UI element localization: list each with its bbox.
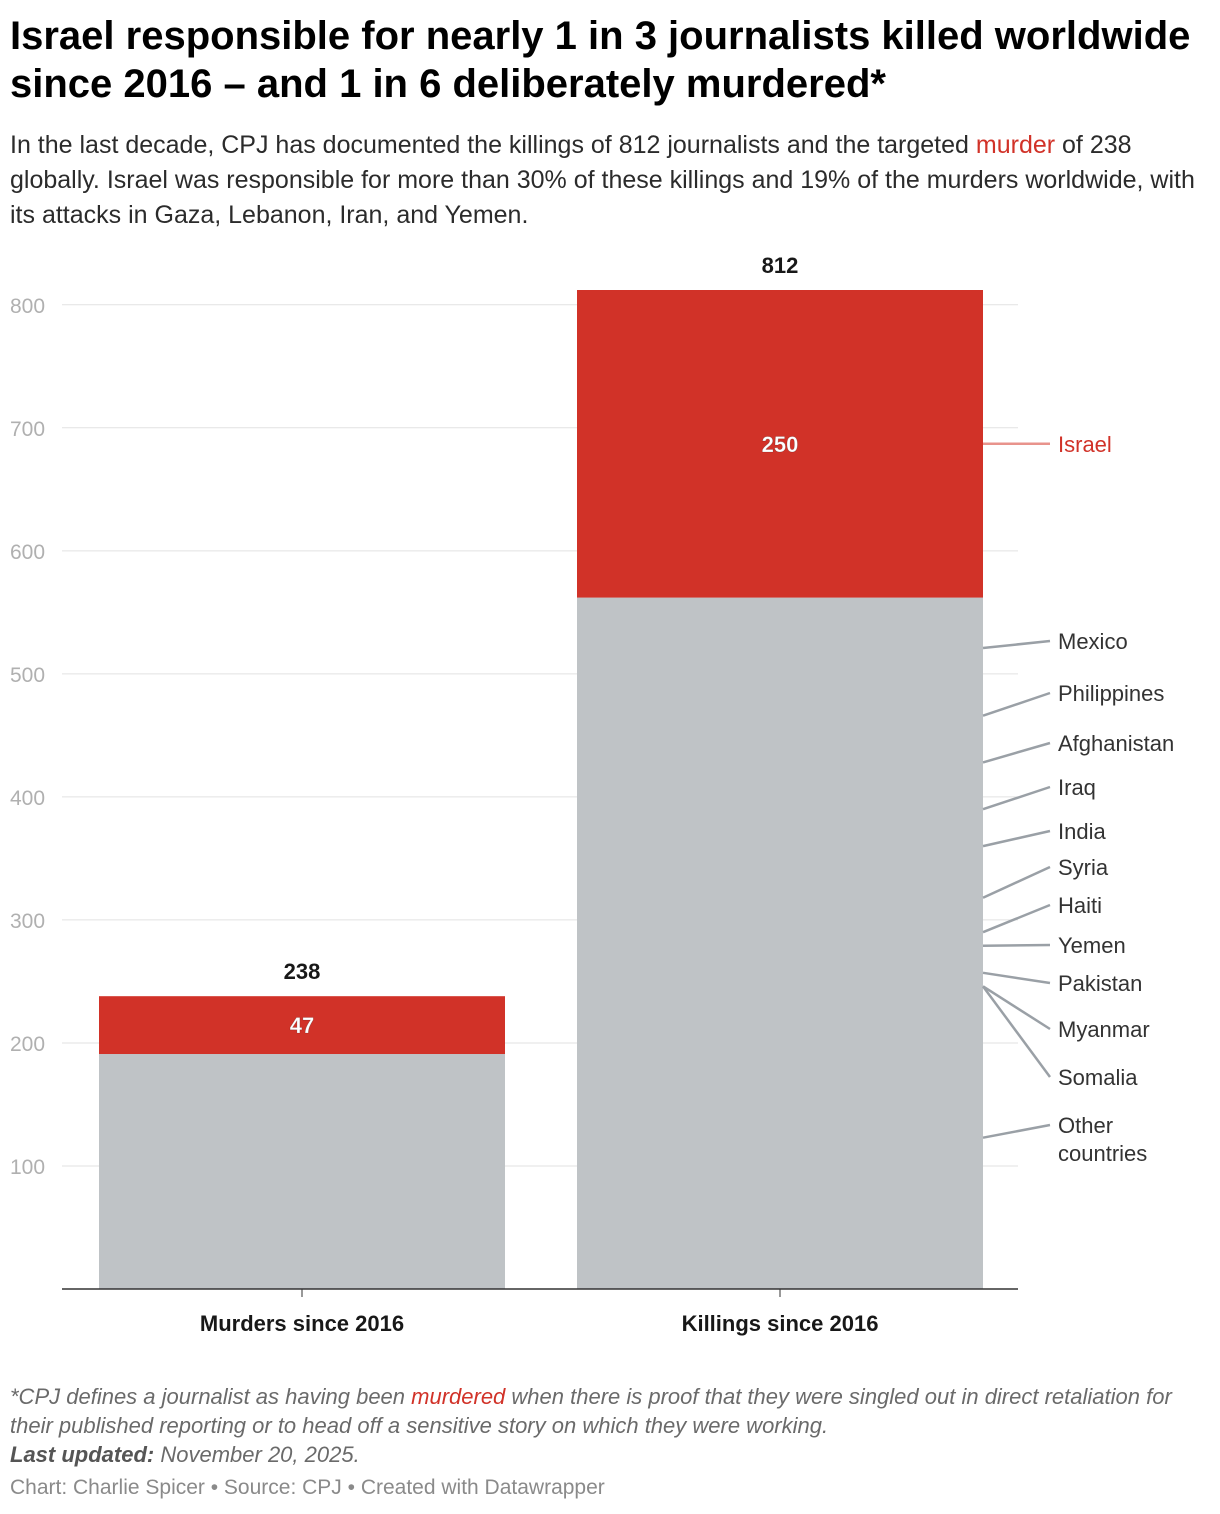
- leader-line: [982, 903, 1051, 934]
- footnote-text-2: when there is proof that they were singl…: [10, 1384, 1172, 1438]
- last-updated-value: November 20, 2025.: [154, 1442, 360, 1467]
- bars: [99, 290, 983, 1289]
- leader-line: [982, 741, 1051, 764]
- leader-line: [982, 639, 1051, 650]
- y-tick-label: 200: [10, 1033, 45, 1056]
- country-label: Other countries: [1058, 1113, 1147, 1166]
- leader-line: [982, 985, 1051, 1031]
- y-tick-label: 800: [10, 295, 45, 318]
- annotation-label-israel: Israel: [1058, 432, 1112, 457]
- subtitle-text-2: of 238 globally. Israel was responsible …: [10, 131, 1195, 229]
- x-category-label: Killings since 2016: [682, 1311, 879, 1336]
- bar-other-1: [577, 597, 983, 1289]
- country-label: India: [1058, 819, 1106, 844]
- country-label: Afghanistan: [1058, 731, 1174, 756]
- y-tick-label: 700: [10, 418, 45, 441]
- chart-subtitle: In the last decade, CPJ has documented t…: [10, 128, 1215, 233]
- country-label: Pakistan: [1058, 971, 1142, 996]
- country-annotations: Israel Mexico Philippines Afghanistan Iraq In…: [981, 432, 1174, 1166]
- country-label: Syria: [1058, 855, 1109, 880]
- leader-line: [982, 943, 1051, 947]
- subtitle-highlight: murder: [975, 131, 1056, 159]
- country-label: Somalia: [1058, 1065, 1138, 1090]
- country-label: Philippines: [1058, 681, 1164, 706]
- leader-line: [982, 865, 1051, 899]
- country-label: Myanmar: [1058, 1017, 1150, 1042]
- x-category-label: Murders since 2016: [200, 1311, 404, 1336]
- bar-israel-1: [577, 290, 983, 598]
- bar-israel-0: [99, 996, 505, 1055]
- leader-line: [982, 691, 1051, 717]
- footnote-highlight: murdered: [411, 1384, 506, 1409]
- leader-line: [982, 785, 1051, 811]
- footnote: *CPJ defines a journalist as having been…: [10, 1382, 1210, 1469]
- y-tick-label: 300: [10, 910, 45, 933]
- byline: Chart: Charlie Spicer • Source: CPJ • Cr…: [10, 1476, 605, 1499]
- total-value-label: 238: [284, 959, 321, 984]
- last-updated-label: Last updated:: [10, 1442, 155, 1467]
- labels: 47 238 Murders since 2016 250 812 Killings si…: [62, 253, 1018, 1336]
- y-tick-label: 500: [10, 664, 45, 687]
- country-label: Iraq: [1058, 775, 1096, 800]
- country-label: Haiti: [1058, 893, 1102, 918]
- israel-value-label: 47: [290, 1013, 314, 1038]
- chart-title: Israel responsible for nearly 1 in 3 jou…: [10, 14, 1191, 106]
- leader-line: [981, 985, 1052, 1078]
- y-tick-label: 100: [10, 1156, 45, 1179]
- y-tick-label: 600: [10, 541, 45, 564]
- footnote-text-1: *CPJ defines a journalist as having been: [10, 1384, 412, 1409]
- country-label: Mexico: [1058, 629, 1128, 654]
- leader-line: [982, 829, 1051, 848]
- y-tick-label: 400: [10, 787, 45, 810]
- leader-line: [982, 1123, 1051, 1139]
- leader-line: [982, 971, 1051, 985]
- total-value-label: 812: [762, 253, 799, 278]
- subtitle-text-1: In the last decade, CPJ has documented t…: [10, 131, 976, 159]
- country-label: Yemen: [1058, 933, 1126, 958]
- israel-value-label: 250: [762, 432, 799, 457]
- bar-other-0: [99, 1054, 505, 1289]
- stacked-bar-chart: 100 200 300 400 500 600 700 800 47 238 Murders si…: [10, 253, 1174, 1336]
